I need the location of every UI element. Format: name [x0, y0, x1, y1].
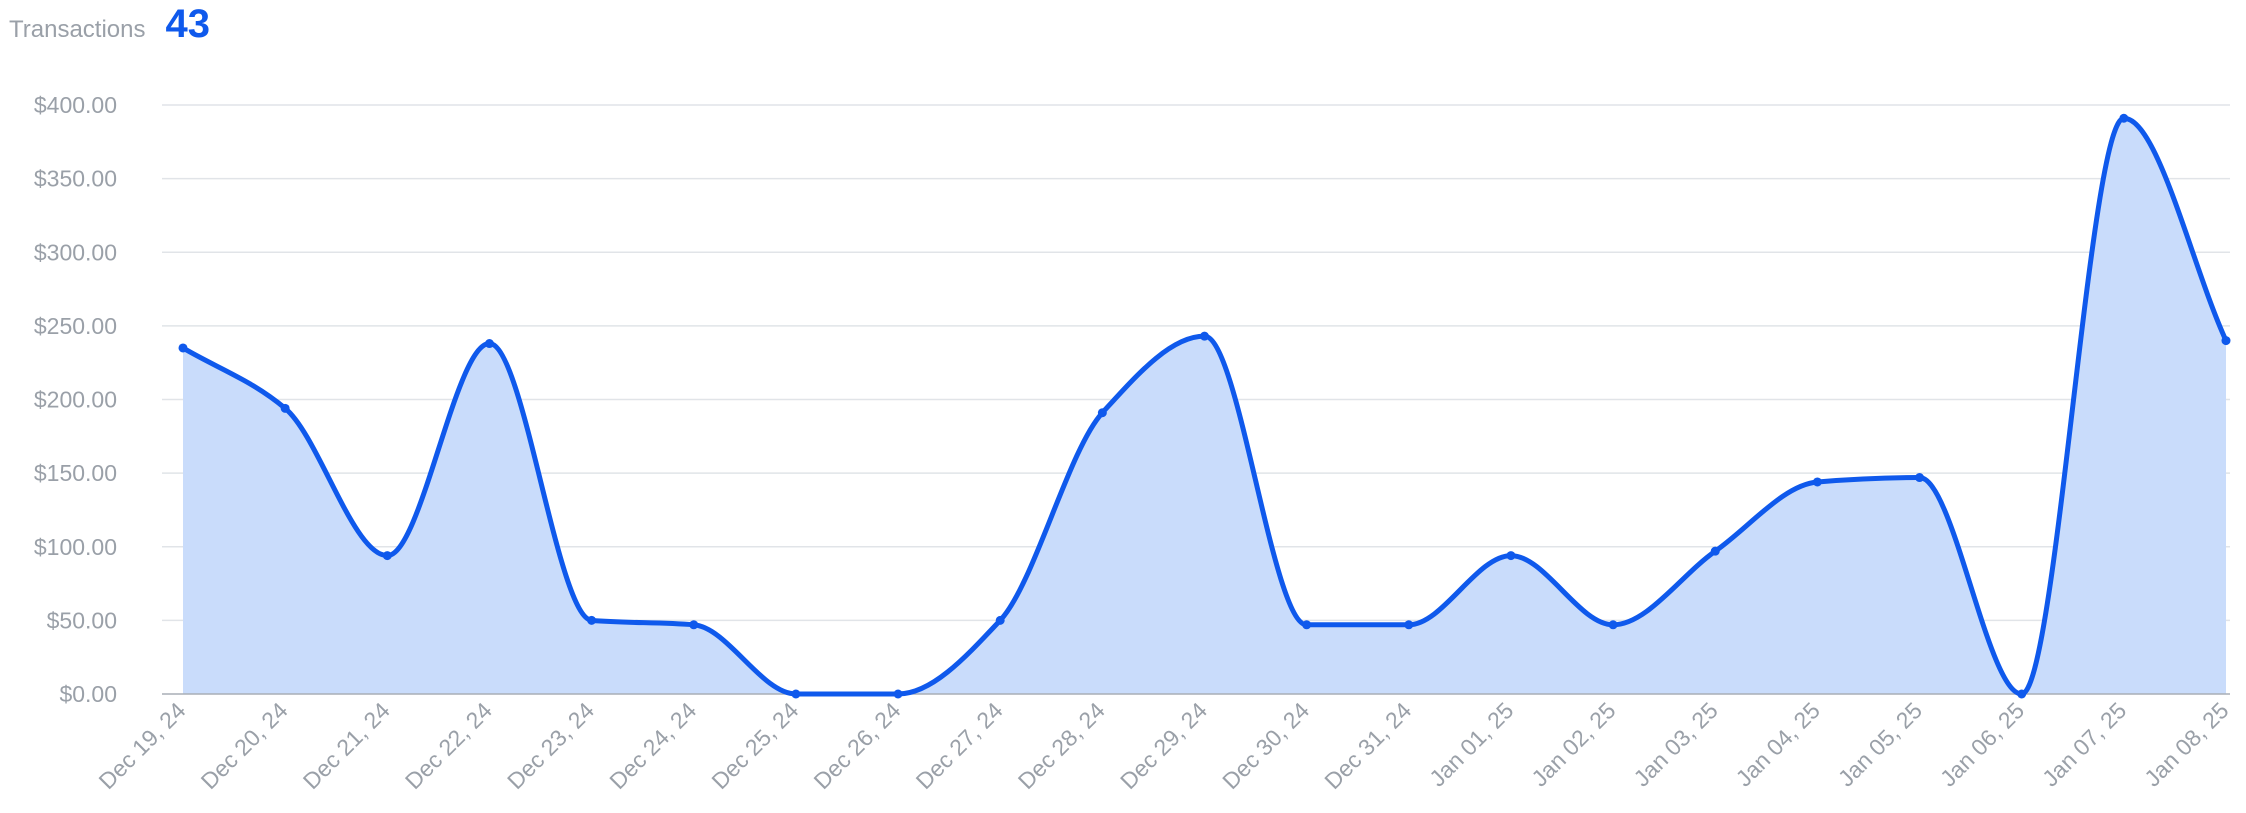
y-tick-label: $350.00 — [34, 166, 117, 192]
transactions-count: 43 — [165, 2, 211, 46]
x-tick-label: Dec 19, 24 — [93, 697, 190, 794]
x-tick-label: Dec 20, 24 — [196, 697, 293, 794]
x-tick-label: Dec 28, 24 — [1013, 697, 1110, 794]
y-tick-label: $0.00 — [59, 681, 117, 707]
x-tick-label: Jan 01, 25 — [1424, 697, 1518, 791]
x-tick-label: Jan 08, 25 — [2139, 697, 2233, 791]
x-tick-label: Dec 26, 24 — [809, 697, 906, 794]
data-point[interactable] — [178, 343, 188, 353]
data-points — [178, 113, 2231, 699]
y-tick-label: $250.00 — [34, 313, 117, 339]
data-point[interactable] — [1097, 408, 1107, 418]
x-tick-label: Jan 02, 25 — [1526, 697, 1620, 791]
y-tick-label: $300.00 — [34, 239, 117, 265]
y-tick-label: $150.00 — [34, 460, 117, 486]
chart-header: Transactions 43 — [9, 0, 210, 48]
x-tick-label: Jan 04, 25 — [1731, 697, 1825, 791]
y-tick-label: $100.00 — [34, 534, 117, 560]
x-tick-label: Dec 30, 24 — [1217, 697, 1314, 794]
x-tick-label: Dec 23, 24 — [502, 697, 599, 794]
data-point[interactable] — [1302, 620, 1312, 630]
transactions-label: Transactions — [9, 16, 146, 43]
data-point[interactable] — [1915, 473, 1925, 483]
data-point[interactable] — [2119, 113, 2129, 123]
data-point[interactable] — [484, 339, 494, 349]
x-tick-label: Dec 27, 24 — [911, 697, 1008, 794]
x-tick-label: Jan 05, 25 — [1833, 697, 1927, 791]
x-tick-label: Dec 22, 24 — [400, 697, 497, 794]
data-point[interactable] — [791, 689, 801, 699]
data-point[interactable] — [1812, 477, 1822, 487]
data-point[interactable] — [2221, 336, 2231, 346]
x-tick-label: Dec 25, 24 — [706, 697, 803, 794]
data-point[interactable] — [587, 615, 597, 625]
data-point[interactable] — [1710, 546, 1720, 556]
data-point[interactable] — [1506, 551, 1516, 561]
y-tick-label: $50.00 — [47, 607, 117, 633]
x-tick-label: Dec 21, 24 — [298, 697, 395, 794]
data-point[interactable] — [1404, 620, 1414, 630]
y-tick-label: $400.00 — [34, 92, 117, 118]
x-tick-label: Jan 07, 25 — [2037, 697, 2131, 791]
area-fill — [183, 118, 2226, 694]
data-point[interactable] — [893, 689, 903, 699]
x-tick-label: Jan 03, 25 — [1628, 697, 1722, 791]
y-tick-label: $200.00 — [34, 387, 117, 413]
series-line — [180, 115, 2229, 697]
data-point[interactable] — [1608, 620, 1618, 630]
data-point[interactable] — [689, 620, 699, 630]
data-point[interactable] — [280, 403, 290, 413]
data-point[interactable] — [2017, 689, 2027, 699]
x-tick-label: Jan 06, 25 — [1935, 697, 2029, 791]
x-tick-label: Dec 29, 24 — [1115, 697, 1212, 794]
data-point[interactable] — [382, 551, 392, 561]
y-axis-ticks: $0.00 $50.00 $100.00 $150.00 $200.00 $250.00 $… — [34, 92, 117, 707]
x-tick-label: Dec 31, 24 — [1319, 697, 1416, 794]
data-point[interactable] — [995, 615, 1005, 625]
x-axis-ticks: Dec 19, 24 Dec 20, 24 Dec 21, 24 Dec 22, 24… — [93, 697, 2233, 794]
x-tick-label: Dec 24, 24 — [604, 697, 701, 794]
data-point[interactable] — [1200, 331, 1209, 341]
